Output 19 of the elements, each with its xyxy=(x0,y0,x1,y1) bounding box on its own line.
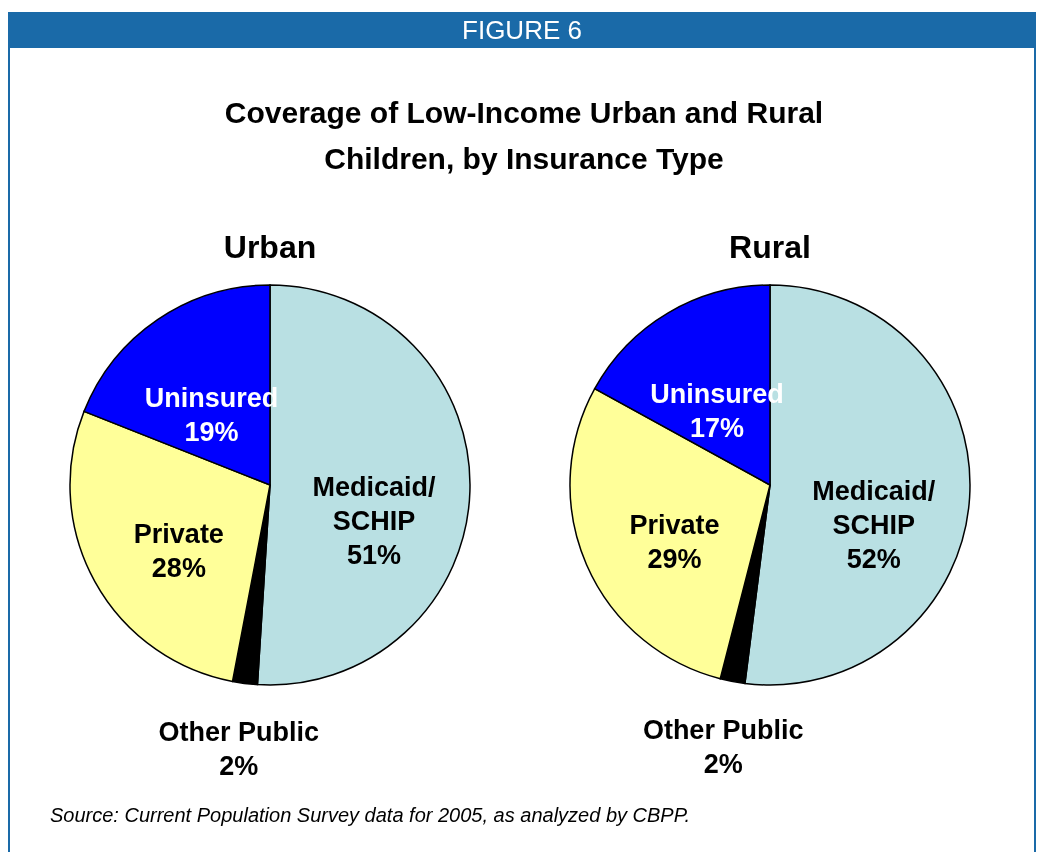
data-label: 19% xyxy=(184,416,239,447)
text: FIGURE 6 xyxy=(8,12,1036,48)
slice-label: Other Public xyxy=(158,717,319,748)
text: Coverage of Low-Income Urban and Rural Children, by Insurance Type xyxy=(223,95,825,177)
data-label: 28% xyxy=(151,553,206,584)
data-label: 17% xyxy=(690,413,745,444)
data-label: 29% xyxy=(647,544,702,575)
slice-label: Private xyxy=(133,519,224,550)
slice-label: Private xyxy=(629,510,720,541)
slice-label: Medicaid/SCHIP xyxy=(312,472,436,537)
data-label: 51% xyxy=(346,540,401,571)
data-label: 52% xyxy=(846,543,901,574)
slice-label: Medicaid/SCHIP xyxy=(812,475,936,540)
data-label: 2% xyxy=(219,751,259,782)
chart-title: Rural xyxy=(729,229,811,265)
slice-label: Other Public xyxy=(642,714,804,745)
chart-title: Urban xyxy=(223,229,317,265)
source-note: Source: Current Population Survey data for 2005, as analyzed by CBPP. xyxy=(50,804,691,827)
data-label: 2% xyxy=(703,748,743,779)
